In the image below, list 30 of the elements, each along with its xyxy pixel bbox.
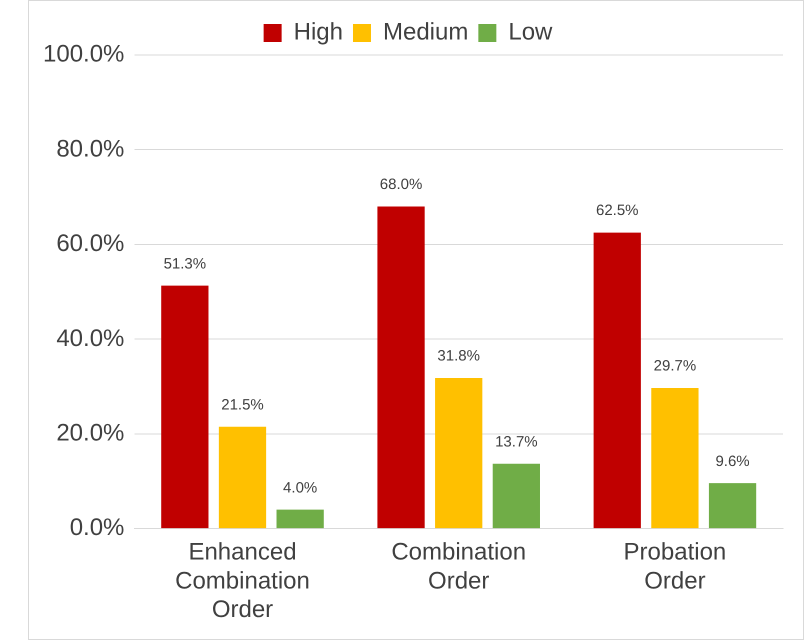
bar — [377, 206, 425, 528]
legend-label: Medium — [382, 18, 468, 46]
text: 31.8% — [437, 348, 480, 365]
y-tick-label: 80.0% — [56, 135, 124, 162]
legend-label: High — [294, 18, 343, 46]
text: 51.3% — [164, 255, 206, 272]
legend-label: Low — [508, 18, 554, 46]
text: 9.6% — [715, 452, 750, 470]
bar — [492, 464, 540, 528]
y-tick-label: 60.0% — [56, 230, 124, 258]
y-tick-label: 100.0% — [42, 40, 124, 68]
y-tick-label: 40.0% — [56, 324, 124, 352]
bar — [708, 483, 756, 528]
y-tick-label: 0.0% — [70, 514, 124, 542]
x-tick-label: Combination Order — [391, 538, 526, 594]
bar — [161, 286, 208, 528]
bar — [218, 426, 266, 528]
text: 68.0% — [380, 176, 422, 194]
bar — [594, 232, 641, 528]
text: 13.7% — [495, 433, 538, 450]
x-tick-label: Probation Order — [624, 538, 726, 594]
text: 29.7% — [654, 358, 696, 375]
y-tick-label: 20.0% — [56, 420, 124, 447]
bar — [435, 378, 482, 528]
bar — [651, 388, 699, 528]
bar — [276, 510, 324, 528]
text: 62.5% — [596, 202, 639, 220]
text: 21.5% — [221, 396, 264, 414]
x-tick-label: Enhanced Combination Order — [175, 538, 310, 624]
text: 4.0% — [283, 479, 318, 496]
